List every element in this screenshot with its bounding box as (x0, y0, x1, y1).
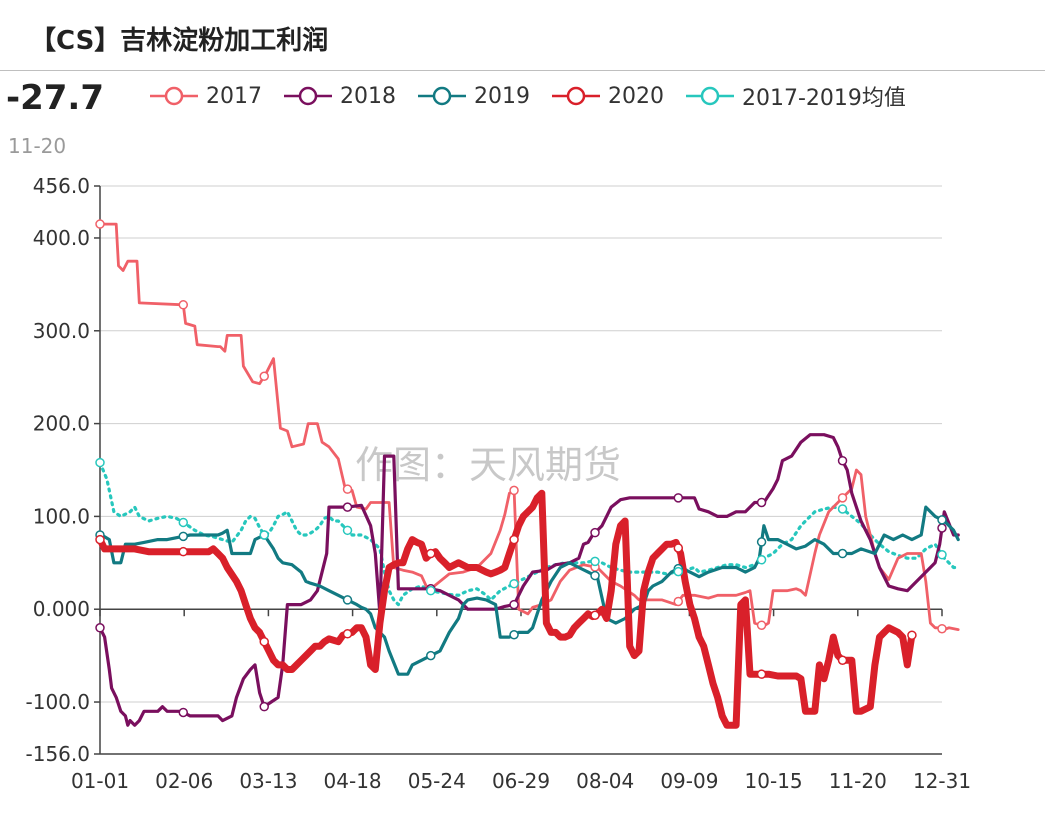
series-marker-avg (673, 566, 684, 577)
legend-label-2017: 2017 (206, 83, 262, 109)
x-tick-label: 09-09 (660, 769, 718, 793)
series-marker-2020 (178, 546, 189, 557)
series-marker-2018 (756, 497, 767, 508)
series-marker-2019 (937, 515, 947, 525)
series-marker-2017 (178, 300, 189, 310)
series-marker-2017 (342, 484, 353, 494)
series-marker-2020 (342, 629, 353, 639)
legend-marker-2020 (552, 86, 600, 106)
chart-legend: 2017 2018 2019 2020 2017-2019均值 (150, 80, 906, 112)
series-marker-2019 (509, 629, 519, 640)
y-tick-label: 200.0 (33, 412, 90, 436)
series-marker-2018 (178, 707, 189, 718)
legend-item-2017[interactable]: 2017 (150, 84, 262, 109)
series-marker-2018 (937, 523, 947, 533)
x-tick-label: 11-20 (829, 769, 887, 793)
y-tick-label: -156.0 (26, 742, 90, 766)
series-marker-2017 (937, 623, 947, 634)
chart-watermark: 作图：天风期货 (355, 443, 621, 487)
series-line-2017 (98, 222, 960, 631)
series-marker-avg (95, 457, 105, 468)
series-marker-2020 (95, 534, 105, 545)
legend-label-2020: 2020 (608, 83, 664, 109)
series-marker-avg (837, 504, 848, 514)
series-marker-2019 (426, 650, 436, 661)
series-marker-2017 (673, 596, 684, 607)
series-marker-2020 (673, 543, 684, 553)
legend-label-2019: 2019 (474, 83, 530, 109)
y-tick-label: 456.0 (33, 174, 90, 198)
title-divider (0, 70, 1045, 71)
series-line-2018 (98, 433, 960, 727)
series-marker-avg (590, 556, 600, 567)
legend-label-2018: 2018 (340, 83, 396, 109)
series-marker-2020 (837, 655, 848, 666)
legend-marker-2019 (418, 86, 466, 106)
series-marker-2019 (178, 531, 189, 542)
series-marker-2020 (756, 669, 767, 679)
series-marker-2020 (590, 610, 600, 620)
y-tick-label: 400.0 (33, 226, 90, 250)
x-tick-label: 02-06 (155, 769, 213, 793)
series-marker-2019 (590, 570, 600, 581)
series-marker-2018 (509, 599, 519, 610)
legend-marker-2017 (150, 86, 198, 106)
x-tick-label: 05-24 (408, 769, 466, 793)
legend-label-avg: 2017-2019均值 (742, 86, 906, 111)
y-tick-label: 0.000 (33, 597, 90, 621)
series-marker-avg (509, 578, 519, 589)
series-marker-2018 (95, 623, 105, 633)
series-marker-2017 (95, 219, 105, 229)
series-marker-2017 (756, 620, 767, 630)
series-marker-2017 (837, 493, 848, 503)
series-marker-avg (426, 585, 436, 596)
x-tick-label: 04-18 (324, 769, 382, 793)
series-marker-avg (178, 517, 189, 528)
series-marker-2019 (342, 595, 353, 605)
latest-value: -27.7 (6, 78, 104, 118)
series-marker-2018 (590, 527, 600, 538)
x-tick-label: 06-29 (492, 769, 550, 793)
x-tick-label: 08-04 (576, 769, 634, 793)
x-tick-label: 01-01 (71, 769, 129, 793)
series-marker-avg (937, 549, 947, 560)
page-title: 【CS】吉林淀粉加工利润 (30, 26, 329, 56)
legend-item-2020[interactable]: 2020 (552, 84, 664, 109)
x-tick-label: 12-31 (913, 769, 971, 793)
series-marker-2018 (259, 701, 269, 712)
series-marker-avg (342, 525, 353, 536)
series-marker-2020 (426, 548, 436, 559)
x-tick-label: 03-13 (239, 769, 297, 793)
legend-item-avg[interactable]: 2017-2019均值 (686, 80, 906, 112)
series-marker-2018 (342, 502, 353, 512)
y-tick-label: -100.0 (26, 690, 90, 714)
series-marker-2018 (673, 493, 684, 503)
series-line-avg (98, 461, 960, 607)
series-marker-2020 (259, 636, 269, 647)
series-marker-2020 (509, 534, 519, 545)
series-marker-2018 (837, 455, 848, 466)
x-tick-label: 10-15 (745, 769, 803, 793)
series-marker-2019 (756, 537, 767, 547)
series-line-2019 (98, 505, 960, 676)
series-marker-avg (259, 530, 269, 540)
legend-marker-2018 (284, 86, 332, 106)
series-marker-2019 (837, 548, 848, 559)
legend-item-2018[interactable]: 2018 (284, 84, 396, 109)
series-marker-2017 (509, 485, 519, 496)
latest-date: 11-20 (8, 134, 67, 158)
series-marker-2020 (907, 630, 917, 640)
series-marker-avg (756, 555, 767, 565)
y-tick-label: 100.0 (33, 504, 90, 528)
legend-marker-avg (686, 86, 734, 106)
legend-item-2019[interactable]: 2019 (418, 84, 530, 109)
y-tick-label: 300.0 (33, 319, 90, 343)
series-marker-2017 (259, 371, 269, 382)
